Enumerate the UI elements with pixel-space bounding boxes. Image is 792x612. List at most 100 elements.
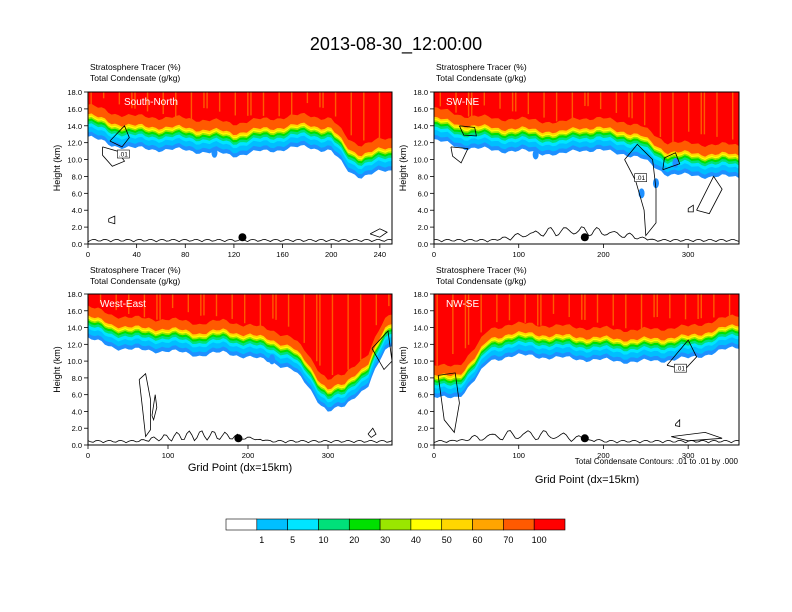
colorbar-box [256, 518, 288, 531]
y-tick-label: 10.0 [67, 357, 82, 366]
condensate-contour [108, 215, 116, 225]
y-tick-label: 10.0 [413, 357, 428, 366]
y-axis-label: Height (km) [398, 346, 408, 393]
condensate-contour [662, 152, 681, 171]
tracer-spot [532, 149, 539, 160]
y-tick-label: 4.0 [418, 206, 428, 215]
terrain-profile [434, 226, 739, 243]
condensate-contour [371, 329, 392, 371]
tracer-band-100 [434, 294, 739, 367]
y-tick-label: 14.0 [413, 324, 428, 333]
tracer-title: Stratosphere Tracer (%) [90, 62, 181, 72]
plot-area: .01 [434, 294, 739, 445]
y-tick-label: 12.0 [67, 340, 82, 349]
colorbar-box [318, 518, 350, 531]
colorbar-box [410, 518, 443, 531]
tracer-band-100 [88, 92, 392, 147]
x-tick-label: 300 [682, 451, 695, 460]
colorbar-label: 20 [349, 535, 359, 545]
x-tick-label: 0 [432, 451, 436, 460]
x-tick-label: 0 [432, 250, 436, 259]
condensate-contour [369, 228, 388, 238]
location-marker [234, 434, 243, 443]
x-tick-label: 100 [512, 250, 525, 259]
y-tick-label: 0.0 [72, 240, 82, 249]
condensate-contour [696, 175, 723, 215]
y-tick-label: 18.0 [413, 290, 428, 299]
condensate-contour [437, 372, 460, 434]
x-tick-label: 200 [597, 451, 610, 460]
condensate-title: Total Condensate (g/kg) [436, 73, 526, 83]
colorbar-label: 1 [259, 535, 264, 545]
colorbar-box [225, 518, 258, 531]
x-tick-label: 300 [682, 250, 695, 259]
panel-name: South-North [124, 97, 178, 108]
x-tick-label: 0 [86, 451, 90, 460]
y-tick-label: 18.0 [413, 88, 428, 97]
panel-name: West-East [100, 299, 146, 310]
y-tick-label: 0.0 [418, 240, 428, 249]
x-tick-label: 300 [322, 451, 335, 460]
y-tick-label: 14.0 [67, 122, 82, 131]
condensate-contour [459, 125, 477, 137]
x-axis-label: Grid Point (dx=15km) [188, 462, 292, 474]
colorbar-label: 70 [503, 535, 513, 545]
x-tick-label: 160 [276, 250, 289, 259]
y-tick-label: 10.0 [67, 156, 82, 165]
tracer-spot [652, 178, 659, 189]
condensate-contour [138, 372, 151, 438]
panel-name: NW-SE [446, 299, 479, 310]
y-tick-label: 2.0 [418, 223, 428, 232]
colorbar-label: 5 [290, 535, 295, 545]
condensate-contour [671, 431, 723, 442]
location-marker [580, 434, 589, 443]
plot-frame [87, 293, 393, 446]
y-tick-label: 8.0 [72, 172, 82, 181]
condensate-contour [687, 204, 694, 213]
y-tick-label: 6.0 [72, 391, 82, 400]
colorbar-box [379, 518, 412, 531]
x-tick-label: 100 [162, 451, 175, 460]
x-tick-label: 0 [86, 250, 90, 259]
y-tick-label: 0.0 [72, 441, 82, 450]
colorbar-label: 60 [473, 535, 483, 545]
condensate-title: Total Condensate (g/kg) [90, 73, 180, 83]
x-tick-label: 200 [597, 250, 610, 259]
tracer-band-100 [434, 92, 739, 147]
contour-label-box [674, 363, 687, 373]
y-tick-label: 16.0 [413, 307, 428, 316]
tracer-spot [211, 147, 218, 158]
y-tick-label: 12.0 [413, 340, 428, 349]
condensate-contour [109, 125, 130, 148]
tracer-spot [269, 354, 275, 365]
y-tick-label: 2.0 [72, 424, 82, 433]
panel-west-east: West-East 0.0 2.0 4.0 6.0 8.0 10.0 12.0 14.0 16.0… [52, 265, 393, 474]
panel-nw-se: .01 NW-SE 0.0 2.0 4.0 6.0 8.0 10.0 12.0 14.0 16.0 1… [398, 265, 740, 486]
panels: .01 South-North 0.0 2.0 4.0 6.0 8.0 10.0 12.0 14.… [52, 62, 740, 486]
condensate-contour [675, 418, 681, 427]
y-tick-label: 18.0 [67, 290, 82, 299]
contour-label-box [634, 173, 647, 182]
plot-frame [433, 91, 740, 245]
y-tick-label: 6.0 [418, 391, 428, 400]
y-tick-label: 4.0 [418, 407, 428, 416]
colorbar-label: 50 [442, 535, 452, 545]
x-tick-label: 40 [132, 250, 140, 259]
x-axis-label: Grid Point (dx=15km) [535, 474, 639, 486]
colorbar-label: 100 [532, 535, 547, 545]
x-tick-label: 240 [374, 250, 387, 259]
y-axis-label: Height (km) [398, 145, 408, 192]
location-marker [580, 233, 589, 242]
plot-frame [433, 293, 740, 446]
x-tick-label: 100 [512, 451, 525, 460]
condensate-title: Total Condensate (g/kg) [90, 276, 180, 286]
condensate-contour [624, 143, 657, 237]
colorbar-box [503, 518, 535, 531]
panel-name: SW-NE [446, 97, 479, 108]
colorbar-box [472, 518, 504, 531]
colorbar-box [533, 518, 566, 531]
colorbar-label: 30 [380, 535, 390, 545]
colorbar-box [287, 518, 319, 531]
y-tick-label: 16.0 [413, 105, 428, 114]
y-tick-label: 14.0 [67, 324, 82, 333]
